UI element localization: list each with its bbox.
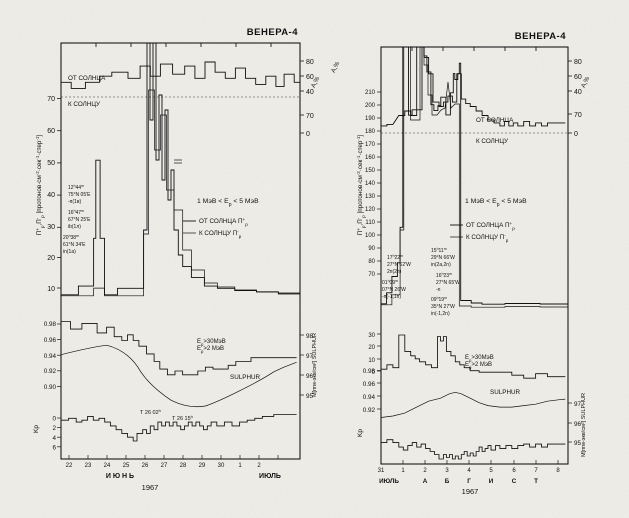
svg-text:Kp: Kp (357, 429, 364, 437)
svg-text:190: 190 (365, 116, 376, 122)
svg-text:Б: Б (445, 478, 450, 485)
svg-text:30: 30 (218, 463, 225, 469)
svg-text:150: 150 (365, 168, 376, 174)
svg-text:К СОЛНЦУ: К СОЛНЦУ (68, 101, 101, 108)
svg-text:И: И (489, 478, 494, 485)
svg-text:40: 40 (306, 89, 314, 96)
svg-text:40: 40 (574, 89, 582, 96)
svg-text:70: 70 (306, 113, 314, 120)
svg-text:0: 0 (306, 131, 310, 138)
svg-text:Г: Г (467, 478, 471, 485)
svg-text:И Ю Н Ь: И Ю Н Ь (106, 473, 134, 480)
svg-text:SULPHUR: SULPHUR (490, 389, 521, 396)
svg-text:SULPHUR: SULPHUR (230, 374, 261, 381)
svg-text:0.98: 0.98 (44, 321, 57, 328)
svg-text:61°N 34'E: 61°N 34'E (63, 242, 86, 248)
svg-text:ib(1л): ib(1л) (68, 224, 81, 230)
svg-text:30: 30 (368, 333, 375, 339)
svg-text:80: 80 (574, 59, 582, 66)
svg-text:0.92: 0.92 (363, 407, 376, 414)
svg-text:К СОЛНЦУ: К СОЛНЦУ (476, 138, 509, 145)
svg-text:in(2a,2n): in(2a,2n) (431, 262, 451, 268)
svg-text:210: 210 (365, 90, 376, 96)
svg-text:60: 60 (47, 128, 55, 135)
svg-text:1967: 1967 (142, 483, 159, 492)
svg-text:140: 140 (365, 181, 376, 187)
svg-text:1967: 1967 (462, 487, 479, 496)
svg-text:-n: -n (436, 287, 441, 293)
svg-text:70: 70 (574, 112, 582, 119)
svg-text:0.98: 0.98 (363, 368, 376, 375)
svg-text:23: 23 (85, 463, 92, 469)
svg-text:100: 100 (365, 233, 376, 239)
svg-text:0.96: 0.96 (363, 381, 376, 388)
svg-text:in(-1,2n): in(-1,2n) (431, 311, 450, 317)
svg-text:30: 30 (47, 224, 55, 231)
svg-text:67°N 25'E: 67°N 25'E (68, 217, 91, 223)
svg-text:-п(-1,1п): -п(-1,1п) (382, 294, 401, 300)
svg-text:160: 160 (365, 155, 376, 161)
svg-text:Т: Т (534, 478, 538, 485)
svg-text:50: 50 (47, 160, 55, 167)
svg-text:2п(2п): 2п(2п) (387, 269, 402, 275)
svg-text:4: 4 (52, 435, 56, 442)
svg-text:27°N 62'W: 27°N 62'W (387, 262, 411, 268)
svg-text:А: А (423, 478, 428, 485)
svg-text:in(1a): in(1a) (63, 249, 76, 255)
svg-text:22: 22 (66, 463, 73, 469)
svg-text:60: 60 (574, 74, 582, 81)
svg-text:180: 180 (365, 129, 376, 135)
svg-text:70: 70 (368, 272, 375, 278)
svg-text:0.92: 0.92 (44, 368, 57, 375)
svg-text:10: 10 (368, 358, 375, 364)
svg-text:27°N 65'W: 27°N 65'W (436, 280, 460, 286)
svg-text:07°N 26'W: 07°N 26'W (382, 287, 406, 293)
svg-text:170: 170 (365, 142, 376, 148)
svg-text:ВЕНЕРА-4: ВЕНЕРА-4 (515, 31, 566, 42)
svg-text:ИЮЛЬ: ИЮЛЬ (259, 473, 281, 480)
svg-text:2: 2 (52, 425, 56, 432)
svg-text:6: 6 (52, 445, 56, 452)
svg-text:120: 120 (365, 207, 376, 213)
svg-text:ОТ СОЛНЦА: ОТ СОЛНЦА (476, 117, 514, 124)
svg-text:80: 80 (306, 59, 314, 66)
svg-text:35°N 27'W: 35°N 27'W (431, 304, 455, 310)
svg-text:-п(1в): -п(1в) (68, 199, 81, 205)
svg-text:0: 0 (574, 131, 578, 138)
svg-text:130: 130 (365, 194, 376, 200)
svg-text:90: 90 (368, 246, 375, 252)
svg-text:75°N 05'E: 75°N 05'E (68, 192, 91, 198)
svg-text:31: 31 (378, 468, 385, 474)
svg-text:29: 29 (199, 463, 206, 469)
svg-text:40: 40 (47, 192, 55, 199)
svg-text:70: 70 (47, 96, 55, 103)
svg-text:200: 200 (365, 103, 376, 109)
svg-text:ИЮЛЬ: ИЮЛЬ (379, 478, 399, 485)
svg-text:10: 10 (47, 286, 55, 293)
svg-text:0.96: 0.96 (44, 337, 57, 344)
svg-text:80: 80 (368, 259, 375, 265)
svg-text:M[пгм-экв/см²] SULPHUR: M[пгм-экв/см²] SULPHUR (581, 393, 587, 457)
svg-text:28: 28 (180, 463, 187, 469)
svg-text:26: 26 (142, 463, 149, 469)
svg-text:0.94: 0.94 (363, 394, 376, 401)
svg-text:0: 0 (52, 416, 56, 423)
svg-text:110: 110 (365, 220, 375, 226)
svg-text:27: 27 (161, 463, 168, 469)
svg-text:ВЕНЕРА-4: ВЕНЕРА-4 (247, 27, 298, 38)
svg-text:0.90: 0.90 (44, 384, 57, 391)
svg-text:20: 20 (47, 255, 55, 262)
svg-text:25: 25 (123, 463, 130, 469)
svg-text:С: С (512, 478, 517, 485)
svg-text:0.94: 0.94 (44, 353, 57, 360)
svg-text:Kp: Kp (33, 425, 40, 433)
svg-text:24: 24 (104, 463, 111, 469)
svg-text:M[пгм-экв/см²] SULPHUR: M[пгм-экв/см²] SULPHUR (312, 333, 318, 397)
svg-text:ОТ СОЛНЦА: ОТ СОЛНЦА (68, 75, 106, 82)
svg-text:20: 20 (368, 345, 375, 351)
svg-text:29°N 66'W: 29°N 66'W (431, 255, 455, 261)
